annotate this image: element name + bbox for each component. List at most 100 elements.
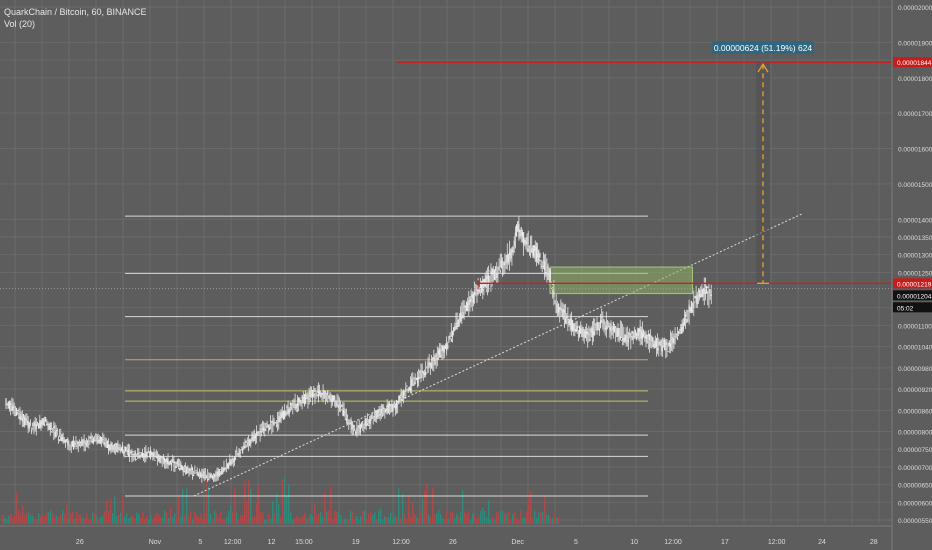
candle-body [247,440,250,442]
time-axis-tick-label: 12 [268,539,276,546]
candle-body [483,279,485,289]
volume-bar [322,516,324,524]
volume-bar [90,519,92,524]
volume-bar [478,516,480,524]
candle-body [252,437,254,442]
volume-bar [378,510,380,524]
volume-bar [284,477,286,524]
volume-bar [556,517,558,524]
candle-body [695,296,697,301]
candle-body [204,476,206,478]
candle-body [675,334,677,335]
candle-body [200,472,202,478]
candle-body [476,285,478,292]
candle-body [491,268,493,275]
volume-bar [102,515,104,524]
candle-body [545,271,547,275]
candle-body [111,442,113,446]
candle-body [165,458,167,463]
entry-price-badge: 0.00001219 [897,281,932,288]
candle-body [125,446,127,452]
volume-bar [326,511,328,524]
candle-body [678,331,680,334]
candle-body [666,347,668,350]
candle-body [284,410,286,419]
volume-bar [154,516,156,524]
volume-bar [348,518,350,524]
volume-bar [424,490,426,524]
price-axis[interactable] [892,0,932,550]
candle-body [560,308,562,310]
consolidation-zone[interactable] [549,266,693,295]
candle-body [574,328,576,332]
candle-body [263,427,265,431]
candle-body [679,329,681,331]
candle-body [299,397,301,403]
time-axis-tick-label: 5 [574,539,578,546]
candle-body [78,444,81,447]
volume-bar [196,515,198,524]
candle-body [189,468,191,472]
candle-body [401,399,403,402]
candle-body [140,452,142,457]
time-axis-tick-label: 10 [630,539,638,546]
volume-bar [374,512,376,524]
candle-body [682,323,684,331]
candle-body [503,262,505,266]
candle-body [630,333,632,338]
candle-body [12,404,14,411]
candle-body [25,418,27,421]
candle-body [531,248,533,253]
candle-body [461,315,463,319]
candle-body [226,463,229,469]
target-price-badge: 0.00001844 [897,60,932,67]
candle-body [278,416,280,423]
candle-body [458,313,461,315]
volume-bar [24,514,26,524]
candle-body [683,318,686,326]
volume-bar [484,510,486,524]
candle-body [456,322,458,330]
volume-bar [242,515,244,524]
candle-body [43,424,46,427]
candle-body [27,420,29,429]
candle-body [622,337,624,341]
candle-body [172,459,174,462]
candle-body [539,252,541,258]
candle-body [379,413,381,416]
candle-body [612,321,614,331]
volume-bar [108,510,110,524]
candle-body [364,419,366,426]
volume-bar [552,518,554,524]
volume-bar [76,511,78,524]
candle-body [694,295,696,299]
candle-body [68,444,70,446]
candle-body [488,275,490,286]
candle-body [627,339,630,343]
candle-body [210,473,212,477]
candle-body [271,421,273,424]
candle-body [400,392,402,396]
volume-bar [146,515,148,524]
candle-body [5,398,7,406]
candle-body [244,443,246,449]
candle-body [385,408,387,413]
measure-label-box [712,41,814,54]
candle-body [372,417,374,419]
volume-bar [26,512,28,524]
candle-body [63,440,65,443]
volume-bar [228,511,230,524]
candle-body [471,293,473,299]
volume-bar [498,511,500,524]
candle-body [322,393,324,394]
candle-body [286,406,288,408]
volume-bar [36,519,38,524]
candle-body [103,442,105,444]
volume-bar [366,519,368,524]
volume-bar [206,480,208,524]
candle-body [176,460,178,464]
volume-bar [80,515,82,524]
candle-body [486,276,489,279]
candle-body [521,232,524,237]
